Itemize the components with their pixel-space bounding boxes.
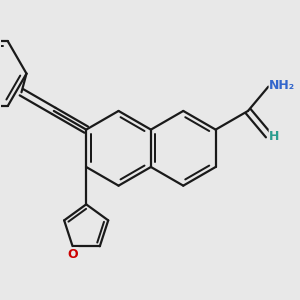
Text: NH₂: NH₂ xyxy=(270,80,295,93)
Text: H: H xyxy=(269,130,280,142)
Text: O: O xyxy=(67,248,78,261)
Text: H: H xyxy=(270,130,280,142)
Text: NH₂: NH₂ xyxy=(269,79,296,92)
